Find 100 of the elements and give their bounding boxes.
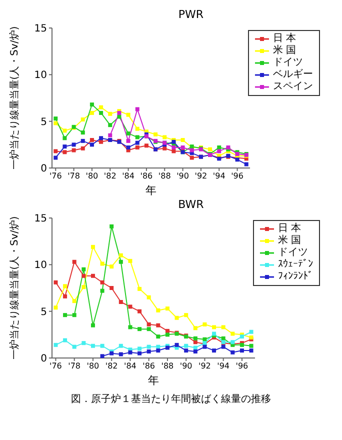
point xyxy=(156,308,160,312)
point xyxy=(193,349,198,354)
point xyxy=(90,274,95,278)
point xyxy=(212,325,216,330)
point xyxy=(62,150,67,154)
legend-label: ﾌｨﾝﾗﾝﾄﾞ xyxy=(278,271,313,283)
point xyxy=(135,140,140,145)
point xyxy=(146,295,151,300)
y-tick-label: 10 xyxy=(34,260,47,272)
point xyxy=(99,140,104,144)
point xyxy=(221,325,226,330)
point xyxy=(99,136,104,140)
point xyxy=(90,244,95,249)
x-tick-label: '78 xyxy=(68,172,80,181)
point xyxy=(180,138,185,142)
x-tick-label: '90 xyxy=(180,362,192,371)
y-axis-title: 一炉当たり線量当量(人・Sv/炉) xyxy=(8,26,21,170)
point xyxy=(193,346,198,350)
point xyxy=(138,309,142,314)
point xyxy=(217,149,222,154)
x-tick-label: '92 xyxy=(198,362,211,371)
point xyxy=(249,330,254,334)
point xyxy=(144,144,148,148)
legend-label: 米 国 xyxy=(278,235,302,247)
point xyxy=(172,145,176,150)
point xyxy=(138,346,142,351)
point xyxy=(230,350,235,354)
point xyxy=(184,344,188,348)
point xyxy=(72,299,76,304)
point xyxy=(162,135,167,140)
point xyxy=(63,284,68,288)
point xyxy=(110,264,114,269)
x-tick-label: '94 xyxy=(212,172,226,181)
point xyxy=(82,274,86,278)
point xyxy=(165,332,170,337)
point xyxy=(154,132,158,136)
y-tick-label: 0 xyxy=(40,164,47,175)
point xyxy=(108,133,112,138)
point xyxy=(135,107,140,112)
y-tick-label: 0 xyxy=(40,354,47,365)
x-tick-label: '96 xyxy=(236,362,248,371)
point xyxy=(118,300,123,304)
point xyxy=(54,156,58,160)
point xyxy=(146,349,151,354)
point xyxy=(184,348,188,353)
point xyxy=(54,342,58,347)
x-tick-label: '84 xyxy=(124,362,136,371)
point xyxy=(135,126,140,131)
point xyxy=(146,344,151,349)
point xyxy=(190,156,194,160)
point xyxy=(63,294,68,298)
point xyxy=(62,128,67,133)
point xyxy=(82,341,86,346)
point xyxy=(72,148,76,152)
point xyxy=(54,306,58,310)
point xyxy=(208,147,212,152)
point xyxy=(244,162,248,166)
point xyxy=(184,313,188,318)
legend-label: スペイン xyxy=(273,81,313,93)
point xyxy=(80,138,85,143)
point xyxy=(72,313,76,318)
x-tick-label: '90 xyxy=(176,172,189,181)
x-tick-label: '80 xyxy=(86,172,98,181)
point xyxy=(128,325,132,330)
point xyxy=(202,344,207,349)
text: 図．原子炉１基当たり年間被ばく線量の推移 xyxy=(70,392,272,406)
y-tick-label: 5 xyxy=(40,116,47,128)
point xyxy=(118,344,123,348)
point xyxy=(193,336,198,340)
point xyxy=(110,286,114,290)
point xyxy=(118,260,123,264)
point xyxy=(100,288,104,293)
point xyxy=(212,348,216,353)
legend-label: 米 国 xyxy=(273,45,296,57)
point xyxy=(90,102,94,107)
point xyxy=(138,286,142,291)
point xyxy=(62,144,67,149)
point xyxy=(62,136,67,140)
legend-label: 日 本 xyxy=(278,223,302,234)
point xyxy=(146,322,151,326)
point xyxy=(63,338,68,342)
x-tick-label: '76 xyxy=(49,172,62,181)
point xyxy=(156,323,160,328)
chart-title: PWR xyxy=(177,8,205,22)
point xyxy=(108,112,112,116)
x-tick-label: '88 xyxy=(161,362,174,371)
point xyxy=(54,149,58,154)
legend-label: ベルギー xyxy=(273,69,313,81)
point xyxy=(230,332,235,336)
point xyxy=(100,280,104,284)
x-tick-label: '88 xyxy=(158,172,171,181)
chart-title: BWR xyxy=(177,198,205,212)
point xyxy=(110,224,114,228)
x-tick-label: '82 xyxy=(105,362,118,371)
point xyxy=(138,327,142,332)
x-tick-label: '82 xyxy=(104,172,116,181)
x-tick-label: '86 xyxy=(140,172,153,181)
point xyxy=(180,145,185,150)
point xyxy=(174,316,179,320)
point xyxy=(99,110,104,115)
